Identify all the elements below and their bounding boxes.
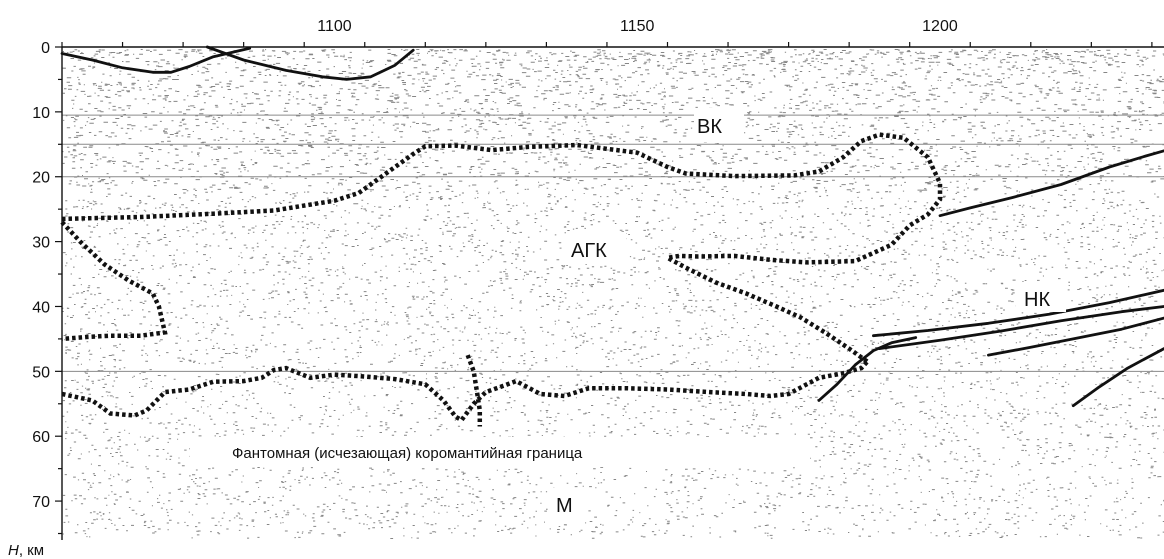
- zone-label-vk: ВК: [697, 116, 722, 138]
- line-nk-upper: [938, 149, 1164, 218]
- line-nk-lower-4: [1071, 347, 1164, 408]
- axes: [61, 46, 1164, 540]
- dotted-upper-boundary: [61, 132, 943, 364]
- y-tick-label: 50: [32, 364, 50, 381]
- zone-label-nk: НК: [1024, 289, 1050, 311]
- dotted-lower-dip: [465, 354, 483, 427]
- dotted-lower-boundary: [61, 360, 869, 423]
- x-tick-label: 1100: [317, 18, 352, 35]
- vk-label-bg: [694, 108, 744, 142]
- note-label-bg: [190, 437, 810, 467]
- nk-label-bg: [1016, 282, 1066, 312]
- zone-label-m: М: [556, 495, 573, 517]
- phantom-moho-note: Фантомная (исчезающая) коромантийная гра…: [232, 445, 583, 462]
- crust-boundaries: [60, 132, 943, 427]
- x-tick-label: 1150: [620, 18, 655, 35]
- x-tick-label: 1200: [922, 18, 958, 35]
- y-axis-title-symbol: H: [8, 542, 19, 559]
- y-tick-label: 70: [32, 494, 50, 511]
- line-nk-lower-1: [872, 288, 1164, 338]
- line-nk-curve: [817, 336, 918, 402]
- y-axis-title: H, км: [8, 542, 44, 559]
- line-nk-lower-3: [987, 316, 1164, 357]
- agk-label-bg: [566, 232, 626, 264]
- m-label-bg: [548, 488, 584, 520]
- line-top-arc-right: [205, 45, 415, 81]
- depth-gridlines: [62, 114, 1164, 372]
- y-tick-label: 40: [32, 299, 50, 316]
- y-tick-label: 60: [32, 429, 50, 446]
- dotted-left-lobe: [60, 220, 168, 342]
- y-tick-label: 10: [32, 105, 50, 122]
- fault-lines: [60, 45, 1164, 408]
- y-tick-label: 0: [41, 40, 50, 57]
- y-tick-label: 30: [32, 235, 50, 252]
- y-tick-label: 20: [32, 170, 50, 187]
- zone-label-agk: АГК: [571, 240, 607, 262]
- line-top-arc-left: [60, 46, 252, 74]
- line-nk-lower-2: [878, 305, 1164, 350]
- y-axis-title-unit: , км: [19, 542, 44, 559]
- ticks: 1100 1150 1200 0 10 20 30 40 50 60 70: [32, 18, 1153, 535]
